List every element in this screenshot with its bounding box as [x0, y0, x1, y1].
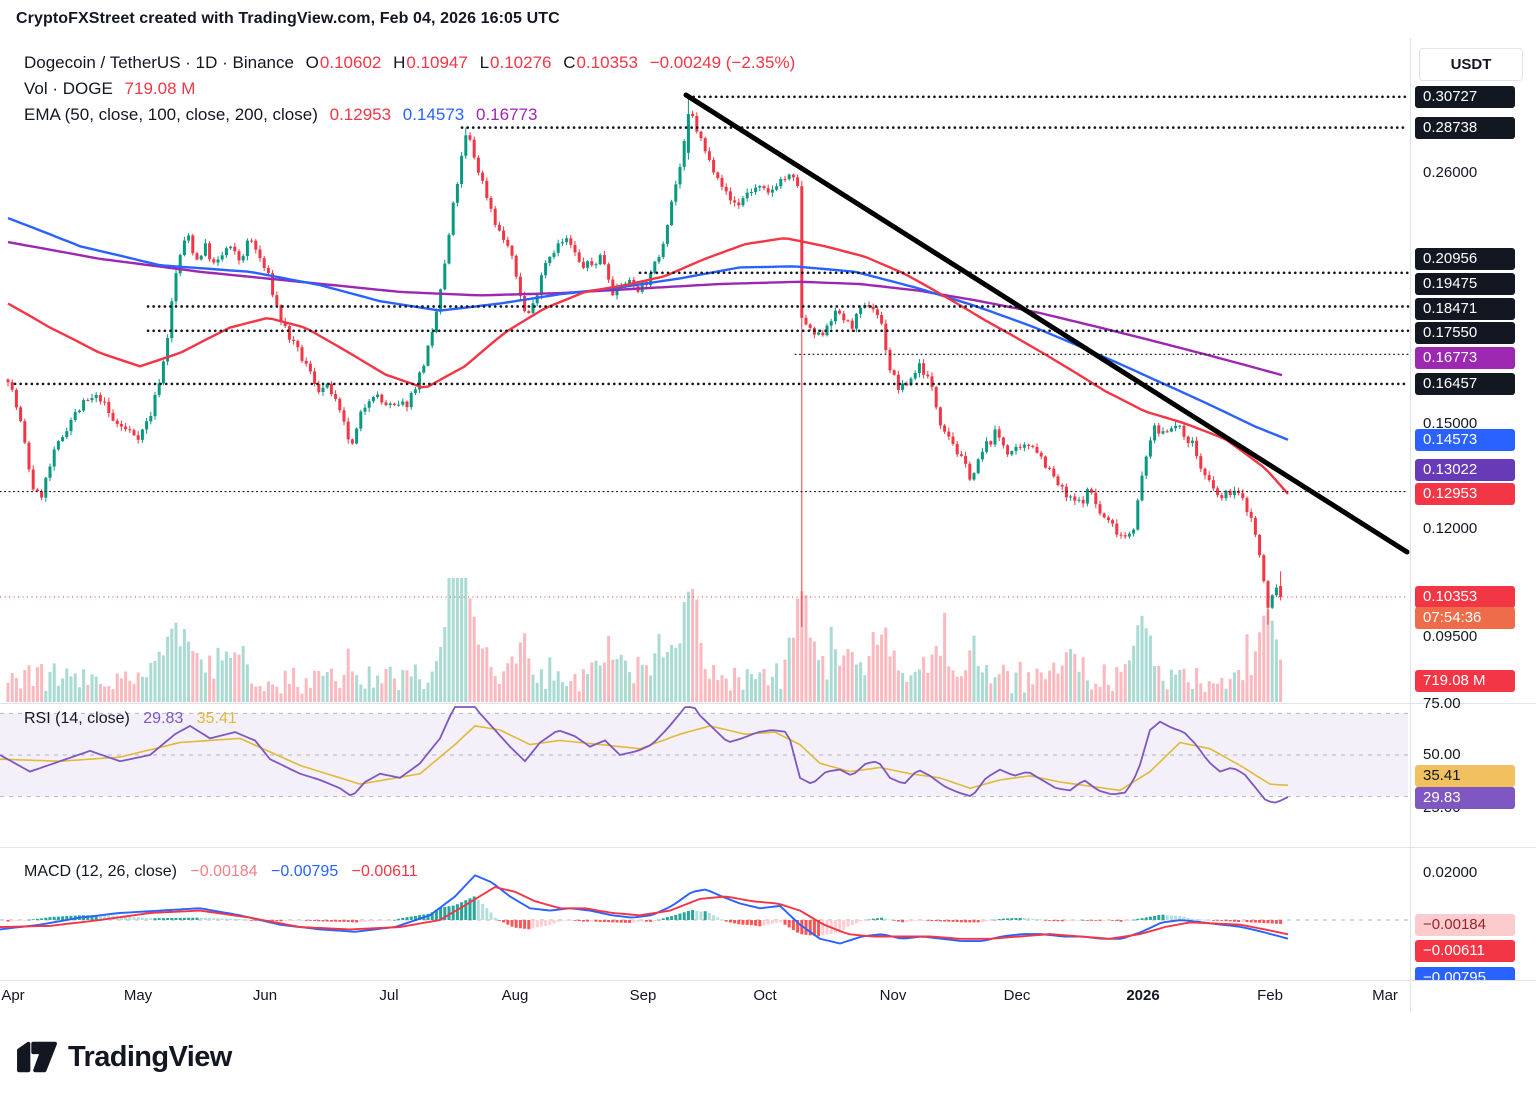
attribution-text: CryptoFXStreet created with TradingView.…: [16, 10, 560, 27]
price-axis-badge: 0.18471: [1415, 298, 1515, 320]
price-axis-badge: −0.00795: [1415, 967, 1515, 980]
tradingview-logo[interactable]: TradingView: [16, 1038, 232, 1076]
time-axis-label-jun: Jun: [252, 987, 278, 1004]
time-axis-label-2026: 2026: [1126, 987, 1160, 1004]
price-axis[interactable]: USDT 0.30727 0.28738 0.26000 0.20956 0.19475…: [1411, 38, 1536, 980]
price-axis-label: 0.26000: [1423, 164, 1478, 181]
candles: [6, 96, 1283, 627]
time-axis-label-aug: Aug: [501, 987, 529, 1004]
price-axis-label: 50.00: [1423, 746, 1461, 763]
ema-200-line: [7, 240, 1283, 377]
resistance-levels: [0, 95, 1410, 493]
attribution-bar: CryptoFXStreet created with TradingView.…: [16, 10, 560, 28]
price-axis-badge: 0.16457: [1415, 373, 1515, 395]
ema-50-line: [7, 237, 1289, 495]
currency-button[interactable]: USDT: [1419, 48, 1523, 81]
time-axis-label-may: May: [123, 987, 153, 1004]
price-axis-badge: 0.16773: [1415, 347, 1515, 369]
price-axis-label: 0.09500: [1423, 628, 1478, 645]
time-axis[interactable]: Apr May Jun Jul Aug Sep Oct Nov Dec 2026 Feb Mar: [0, 980, 1410, 1012]
macd-pane: [0, 874, 1408, 945]
price-axis-badge: 0.20956: [1415, 248, 1515, 270]
chart-canvas[interactable]: [0, 0, 1410, 1012]
macd-signal-line: [0, 886, 1289, 940]
price-axis-badge: 0.28738: [1415, 117, 1515, 139]
price-axis-badge: 0.12953: [1415, 483, 1515, 505]
price-axis-label: 0.15000: [1423, 415, 1478, 432]
pane-separator: [0, 980, 1536, 981]
price-axis-badge: 0.14573: [1415, 429, 1515, 451]
price-axis-badge: 719.08 M: [1415, 670, 1515, 692]
price-axis-badge: 29.83: [1415, 787, 1515, 809]
rsi-line: [0, 706, 1289, 804]
price-axis-badge: 35.41: [1415, 765, 1515, 787]
rsi-pane: [0, 706, 1408, 804]
price-axis-label: 75.00: [1423, 695, 1461, 712]
tradingview-wordmark: TradingView: [68, 1040, 232, 1073]
time-axis-label-mar: Mar: [1372, 987, 1398, 1004]
price-axis-badge: −0.00611: [1415, 940, 1515, 962]
price-axis-badge: 0.30727: [1415, 86, 1515, 108]
time-axis-label-sep: Sep: [629, 987, 657, 1004]
time-axis-label-oct: Oct: [753, 987, 777, 1004]
time-axis-label-dec: Dec: [1003, 987, 1031, 1004]
ema-100-line: [7, 216, 1289, 441]
time-axis-label-jul: Jul: [379, 987, 399, 1004]
price-axis-badge: −0.00184: [1415, 914, 1515, 936]
price-axis-label: 0.12000: [1423, 520, 1478, 537]
price-axis-badge: 0.17550: [1415, 322, 1515, 344]
price-axis-badge: 0.19475: [1415, 273, 1515, 295]
volume-bars: [6, 578, 1283, 702]
axis-separator: [1410, 38, 1411, 1012]
time-axis-label-apr: Apr: [1, 987, 25, 1004]
trendline: [683, 92, 1410, 555]
macd-line: [0, 874, 1289, 945]
price-axis-label: 0.02000: [1423, 864, 1478, 881]
price-axis-badge: 0.10353: [1415, 586, 1515, 608]
time-axis-label-feb: Feb: [1257, 987, 1283, 1004]
pane-separator: [0, 847, 1536, 848]
price-axis-badge: 0.13022: [1415, 459, 1515, 481]
pane-separator: [0, 703, 1536, 704]
tradingview-logo-icon: [17, 1041, 57, 1073]
price-axis-badge: 07:54:36: [1415, 607, 1515, 629]
time-axis-label-nov: Nov: [879, 987, 907, 1004]
